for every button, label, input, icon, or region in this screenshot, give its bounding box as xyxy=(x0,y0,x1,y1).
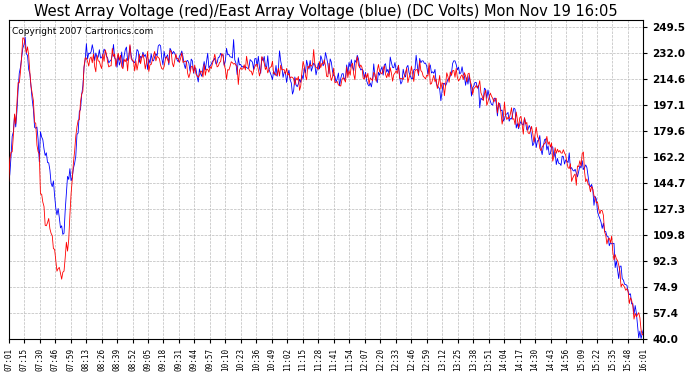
Title: West Array Voltage (red)/East Array Voltage (blue) (DC Volts) Mon Nov 19 16:05: West Array Voltage (red)/East Array Volt… xyxy=(34,4,618,19)
Text: Copyright 2007 Cartronics.com: Copyright 2007 Cartronics.com xyxy=(12,27,153,36)
